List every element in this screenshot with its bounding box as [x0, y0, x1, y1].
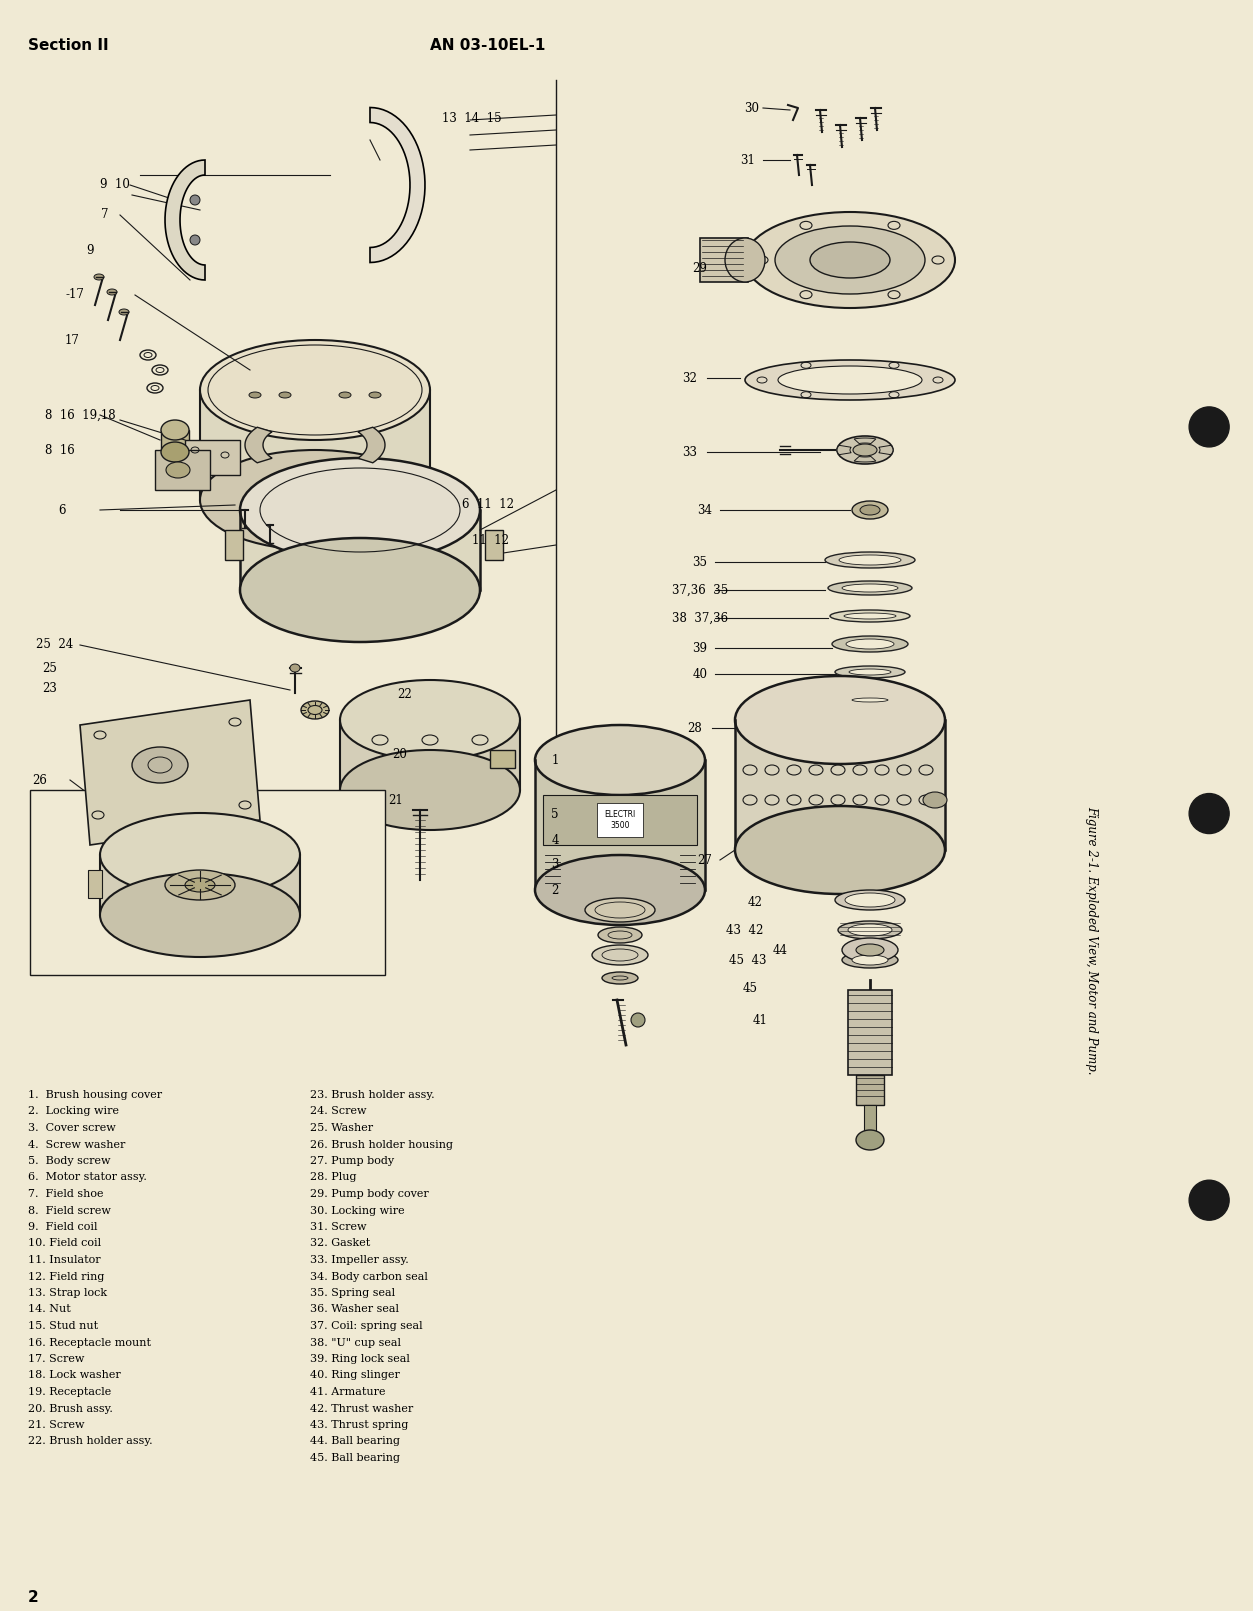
Text: 32: 32	[683, 372, 698, 385]
FancyBboxPatch shape	[241, 511, 480, 590]
Ellipse shape	[289, 664, 299, 672]
Ellipse shape	[535, 855, 705, 925]
Text: 38. "U" cup seal: 38. "U" cup seal	[309, 1337, 401, 1347]
Ellipse shape	[165, 462, 190, 478]
Text: 30. Locking wire: 30. Locking wire	[309, 1205, 405, 1216]
Ellipse shape	[200, 449, 430, 549]
Ellipse shape	[834, 665, 905, 678]
Text: 3.  Cover screw: 3. Cover screw	[28, 1123, 115, 1133]
Text: 11. Insulator: 11. Insulator	[28, 1255, 100, 1265]
Ellipse shape	[837, 437, 893, 464]
Ellipse shape	[200, 340, 430, 440]
FancyBboxPatch shape	[88, 870, 101, 897]
FancyBboxPatch shape	[30, 789, 385, 975]
Ellipse shape	[598, 926, 642, 942]
Polygon shape	[855, 456, 876, 462]
Text: 6: 6	[58, 504, 65, 517]
Ellipse shape	[340, 751, 520, 830]
Text: 8.  Field screw: 8. Field screw	[28, 1205, 110, 1216]
Ellipse shape	[160, 420, 189, 440]
Text: 32. Gasket: 32. Gasket	[309, 1239, 370, 1249]
Ellipse shape	[834, 889, 905, 910]
Text: 41. Armature: 41. Armature	[309, 1387, 386, 1397]
Text: 35: 35	[693, 556, 708, 569]
Ellipse shape	[829, 611, 910, 622]
Text: 7.  Field shoe: 7. Field shoe	[28, 1189, 104, 1199]
FancyBboxPatch shape	[485, 530, 502, 561]
Ellipse shape	[746, 359, 955, 400]
FancyBboxPatch shape	[700, 238, 748, 282]
Text: 4.  Screw washer: 4. Screw washer	[28, 1139, 125, 1150]
Text: 5: 5	[551, 809, 559, 822]
Ellipse shape	[100, 873, 299, 957]
Polygon shape	[855, 438, 876, 443]
FancyBboxPatch shape	[185, 440, 241, 475]
Circle shape	[1189, 1181, 1229, 1220]
Ellipse shape	[809, 242, 890, 279]
Text: 18. Lock washer: 18. Lock washer	[28, 1371, 120, 1381]
Ellipse shape	[736, 677, 945, 764]
Text: 13  14  15: 13 14 15	[442, 111, 501, 124]
Text: 34. Body carbon seal: 34. Body carbon seal	[309, 1271, 427, 1281]
Text: 38  37,36: 38 37,36	[672, 612, 728, 625]
FancyBboxPatch shape	[100, 855, 299, 915]
Ellipse shape	[840, 556, 901, 565]
Text: 33: 33	[683, 446, 698, 459]
Ellipse shape	[852, 955, 888, 965]
Polygon shape	[358, 427, 385, 462]
Ellipse shape	[535, 725, 705, 794]
Text: Section II: Section II	[28, 39, 109, 53]
Text: 1.  Brush housing cover: 1. Brush housing cover	[28, 1091, 162, 1100]
Ellipse shape	[736, 806, 945, 894]
Text: 37. Coil: spring seal: 37. Coil: spring seal	[309, 1321, 422, 1331]
Text: 6  11  12: 6 11 12	[462, 498, 514, 512]
Text: 28. Plug: 28. Plug	[309, 1173, 357, 1182]
Text: 25: 25	[43, 662, 58, 675]
Ellipse shape	[241, 538, 480, 643]
Ellipse shape	[591, 946, 648, 965]
Text: 2.  Locking wire: 2. Locking wire	[28, 1107, 119, 1116]
Ellipse shape	[241, 458, 480, 562]
Ellipse shape	[856, 944, 885, 955]
Text: 11  12: 11 12	[471, 533, 509, 546]
Ellipse shape	[842, 585, 898, 591]
Text: 7: 7	[101, 208, 109, 221]
Text: 6.  Motor stator assy.: 6. Motor stator assy.	[28, 1173, 147, 1182]
Ellipse shape	[856, 1129, 885, 1150]
Polygon shape	[878, 445, 893, 454]
Ellipse shape	[838, 694, 902, 706]
Text: 15. Stud nut: 15. Stud nut	[28, 1321, 98, 1331]
Text: 17: 17	[65, 333, 79, 346]
FancyBboxPatch shape	[490, 751, 515, 768]
Text: 41: 41	[753, 1013, 767, 1026]
FancyBboxPatch shape	[736, 720, 945, 851]
Text: 26. Brush holder housing: 26. Brush holder housing	[309, 1139, 454, 1150]
Text: 1: 1	[551, 754, 559, 767]
Text: 3: 3	[551, 859, 559, 872]
Ellipse shape	[185, 878, 216, 892]
Text: 28: 28	[688, 722, 703, 735]
FancyBboxPatch shape	[856, 1075, 885, 1105]
Text: 22. Brush holder assy.: 22. Brush holder assy.	[28, 1437, 153, 1447]
Text: 34: 34	[698, 504, 713, 517]
Text: 45: 45	[743, 981, 758, 994]
Text: 42: 42	[748, 896, 762, 909]
Ellipse shape	[340, 391, 351, 398]
Text: 24. Screw: 24. Screw	[309, 1107, 366, 1116]
Ellipse shape	[585, 897, 655, 921]
Ellipse shape	[340, 680, 520, 760]
Polygon shape	[165, 159, 205, 280]
Ellipse shape	[845, 614, 896, 619]
Ellipse shape	[160, 441, 189, 462]
Text: 42. Thrust washer: 42. Thrust washer	[309, 1403, 413, 1413]
Ellipse shape	[845, 892, 895, 907]
Text: 37,36  35: 37,36 35	[672, 583, 728, 596]
Polygon shape	[246, 427, 272, 462]
Text: 9.  Field coil: 9. Field coil	[28, 1223, 98, 1232]
Text: 9: 9	[86, 243, 94, 256]
FancyBboxPatch shape	[160, 430, 189, 453]
Text: 43  42: 43 42	[727, 923, 763, 936]
Polygon shape	[837, 445, 851, 454]
Circle shape	[1189, 794, 1229, 833]
